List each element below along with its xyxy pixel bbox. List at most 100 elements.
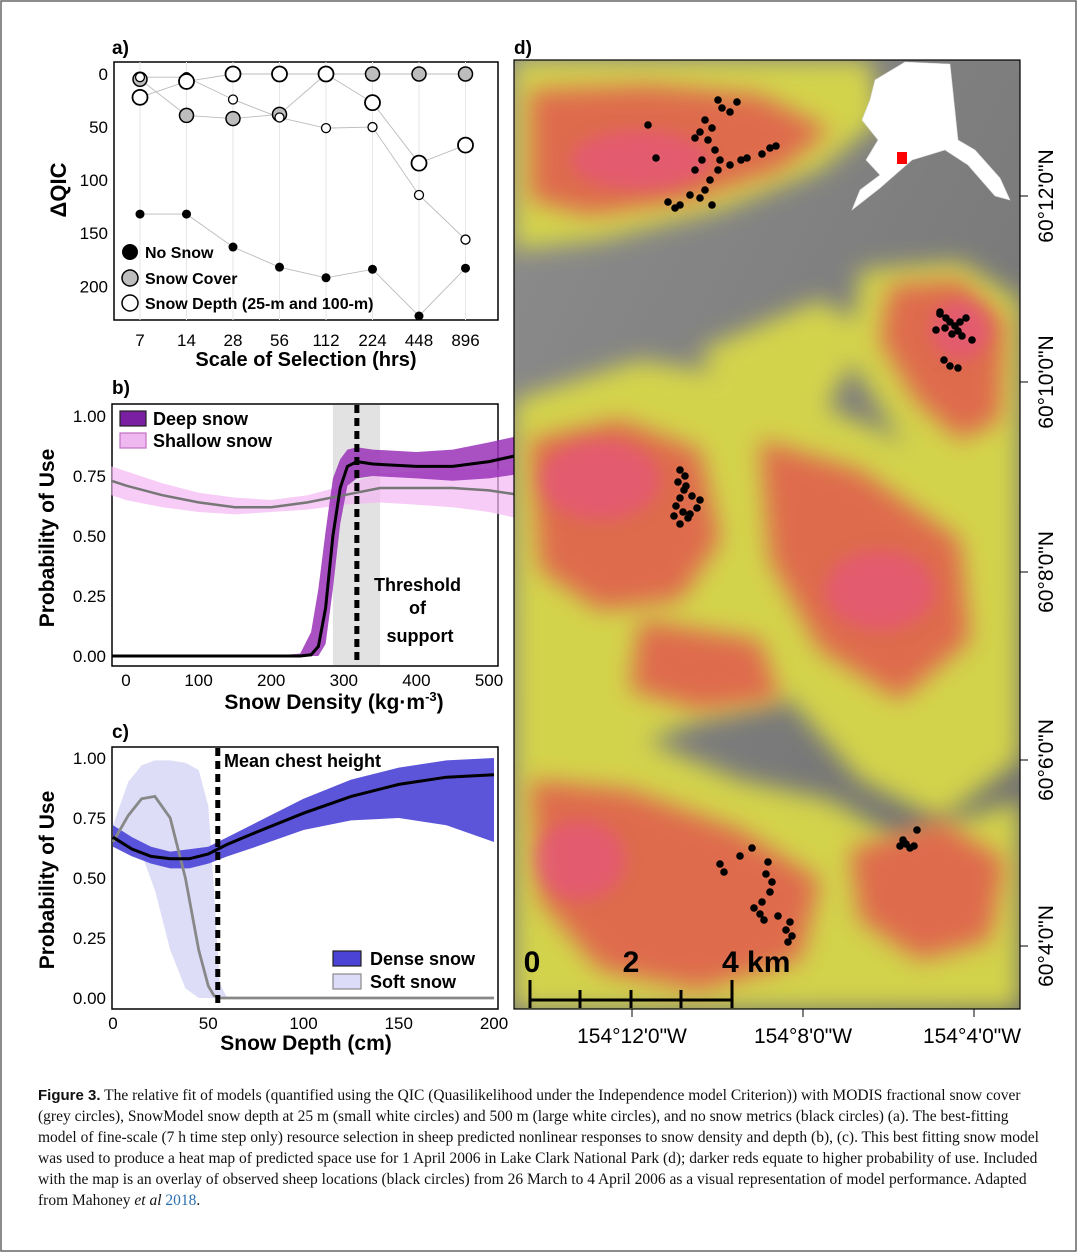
a-point: [228, 242, 238, 252]
sheep-location-dot: [941, 324, 949, 332]
b-xtick-label: 100: [184, 671, 212, 690]
lat-label-10: 60°10'0"N: [1035, 335, 1058, 428]
panel-b-xlabel-end: ): [437, 691, 444, 714]
sheep-location-dot: [720, 868, 728, 876]
a-xtick-label: 7: [135, 331, 144, 350]
legend-deep-snow: Deep snow: [153, 409, 249, 429]
legend-soft-snow: Soft snow: [370, 972, 457, 992]
a-xtick-label: 56: [270, 331, 289, 350]
soft-snow-line: [111, 794, 494, 1000]
a-point: [461, 263, 470, 273]
a-point: [320, 122, 332, 134]
c-xtick-label: 200: [480, 1014, 508, 1033]
panel-d-label: d): [514, 38, 532, 59]
sheep-location-dot: [743, 154, 751, 162]
panel-b-xlabel-main: Snow Density (kg·m: [224, 691, 425, 714]
sheep-location-dot: [704, 136, 712, 144]
panel-c-ylabel: Probability of Use: [36, 791, 59, 970]
sheep-location-dot: [962, 314, 970, 322]
a-xtick-label: 14: [177, 331, 196, 350]
scale-bar: 0 2 4 km: [524, 946, 790, 1008]
sheep-location-dot: [676, 466, 684, 474]
sheep-location-dot: [701, 116, 709, 124]
a-point: [178, 107, 195, 124]
sheep-location-dot: [946, 362, 954, 370]
sheep-location-dot: [768, 878, 776, 886]
b-xtick-label: 0: [121, 671, 130, 690]
threshold-annotation-line2: of: [409, 598, 427, 618]
a-point: [274, 112, 285, 123]
a-ytick-label: 50: [89, 118, 108, 137]
c-xtick-label: 50: [199, 1014, 218, 1033]
b-xtick-label: 200: [257, 671, 285, 690]
sheep-location-dot: [716, 156, 724, 164]
a-point: [317, 65, 335, 83]
legend-snow-depth: Snow Depth (25-m and 100-m): [145, 296, 373, 313]
sheep-location-dot: [766, 144, 774, 152]
sheep-location-dot: [726, 161, 734, 169]
a-series-line: [140, 213, 466, 317]
caption-end: .: [196, 1192, 201, 1209]
sheep-location-dot: [748, 844, 756, 852]
sheep-location-dot: [714, 166, 722, 174]
sheep-location-dot: [681, 472, 689, 480]
sheep-location-dot: [764, 858, 772, 866]
sheep-location-dot: [774, 912, 782, 920]
heat-map: 0 2 4 km: [514, 60, 1020, 1009]
threshold-annotation-line1: Threshold: [374, 575, 461, 595]
legend-snow-cover-marker: [121, 269, 139, 287]
sheep-location-dot: [932, 326, 940, 334]
sheep-location-dot: [716, 860, 724, 868]
panel-a-plot-area: [113, 61, 499, 321]
sheep-location-dot: [688, 492, 696, 500]
panel-a-xlabel: Scale of Selection (hrs): [195, 349, 416, 371]
deep-snow-line: [111, 452, 523, 658]
sheep-location-dot: [674, 478, 682, 486]
sheep-location-dot: [750, 904, 758, 912]
a-point: [460, 234, 471, 245]
sheep-location-dot: [679, 508, 687, 516]
panel-a-label: a): [112, 38, 129, 59]
panel-b-xlabel: Snow Density (kg·m-3): [224, 689, 443, 714]
sheep-location-dot: [708, 201, 716, 209]
sheep-location-dot: [758, 150, 766, 158]
sheep-location-dot: [940, 356, 948, 364]
a-ytick-label: 0: [99, 65, 108, 84]
scale-label-0: 0: [524, 946, 541, 979]
a-point: [135, 209, 145, 219]
a-point: [227, 94, 239, 105]
lon-label-4: 154°4'0"W: [923, 1025, 1021, 1048]
sheep-location-dot: [772, 142, 780, 150]
sheep-location-dot: [711, 146, 719, 154]
sheep-location-dot: [664, 198, 672, 206]
c-ytick-label: 1.00: [73, 749, 106, 768]
caption-year-link[interactable]: 2018: [165, 1192, 197, 1209]
sheep-location-dot: [784, 938, 792, 946]
sheep-location-dot: [948, 330, 956, 338]
sheep-location-dot: [756, 910, 764, 918]
sheep-location-dot: [684, 514, 692, 522]
sheep-location-dot: [760, 916, 768, 924]
a-point: [364, 66, 381, 82]
sheep-location-dot: [671, 204, 679, 212]
sheep-location-dot: [708, 124, 716, 132]
legend-no-snow: No Snow: [145, 245, 214, 262]
sheep-location-dot: [701, 186, 709, 194]
deep-snow-band: [111, 435, 522, 656]
sheep-location-dot: [936, 308, 944, 316]
a-point: [131, 88, 149, 106]
a-point: [271, 65, 288, 83]
sheep-location-dot: [786, 918, 794, 926]
a-point: [321, 273, 331, 283]
lat-label-6: 60°6'0"N: [1035, 719, 1058, 801]
sheep-location-dot: [733, 98, 741, 106]
scale-label-4km: 4 km: [722, 946, 790, 979]
b-ytick-label: 1.00: [73, 407, 106, 426]
lat-label-12: 60°12'0"N: [1035, 149, 1058, 242]
sheep-location-dot: [766, 888, 774, 896]
sheep-location-dot: [958, 332, 966, 340]
lon-label-12: 154°12'0"W: [577, 1025, 687, 1048]
threshold-annotation: Threshold of support: [374, 575, 466, 646]
